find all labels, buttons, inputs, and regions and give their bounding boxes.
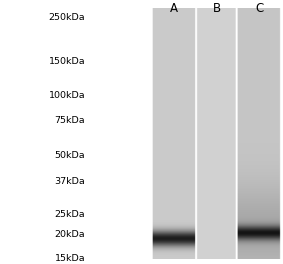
Text: A: A [170, 2, 178, 15]
Text: B: B [213, 2, 221, 15]
Text: 250kDa: 250kDa [49, 13, 85, 22]
Text: 20kDa: 20kDa [55, 230, 85, 239]
Text: 100kDa: 100kDa [49, 91, 85, 100]
Text: 75kDa: 75kDa [55, 116, 85, 125]
Text: C: C [255, 2, 263, 15]
Text: 15kDa: 15kDa [55, 254, 85, 263]
Text: 37kDa: 37kDa [54, 177, 85, 186]
Text: 150kDa: 150kDa [49, 57, 85, 66]
Text: 50kDa: 50kDa [55, 151, 85, 160]
Text: 25kDa: 25kDa [55, 210, 85, 219]
